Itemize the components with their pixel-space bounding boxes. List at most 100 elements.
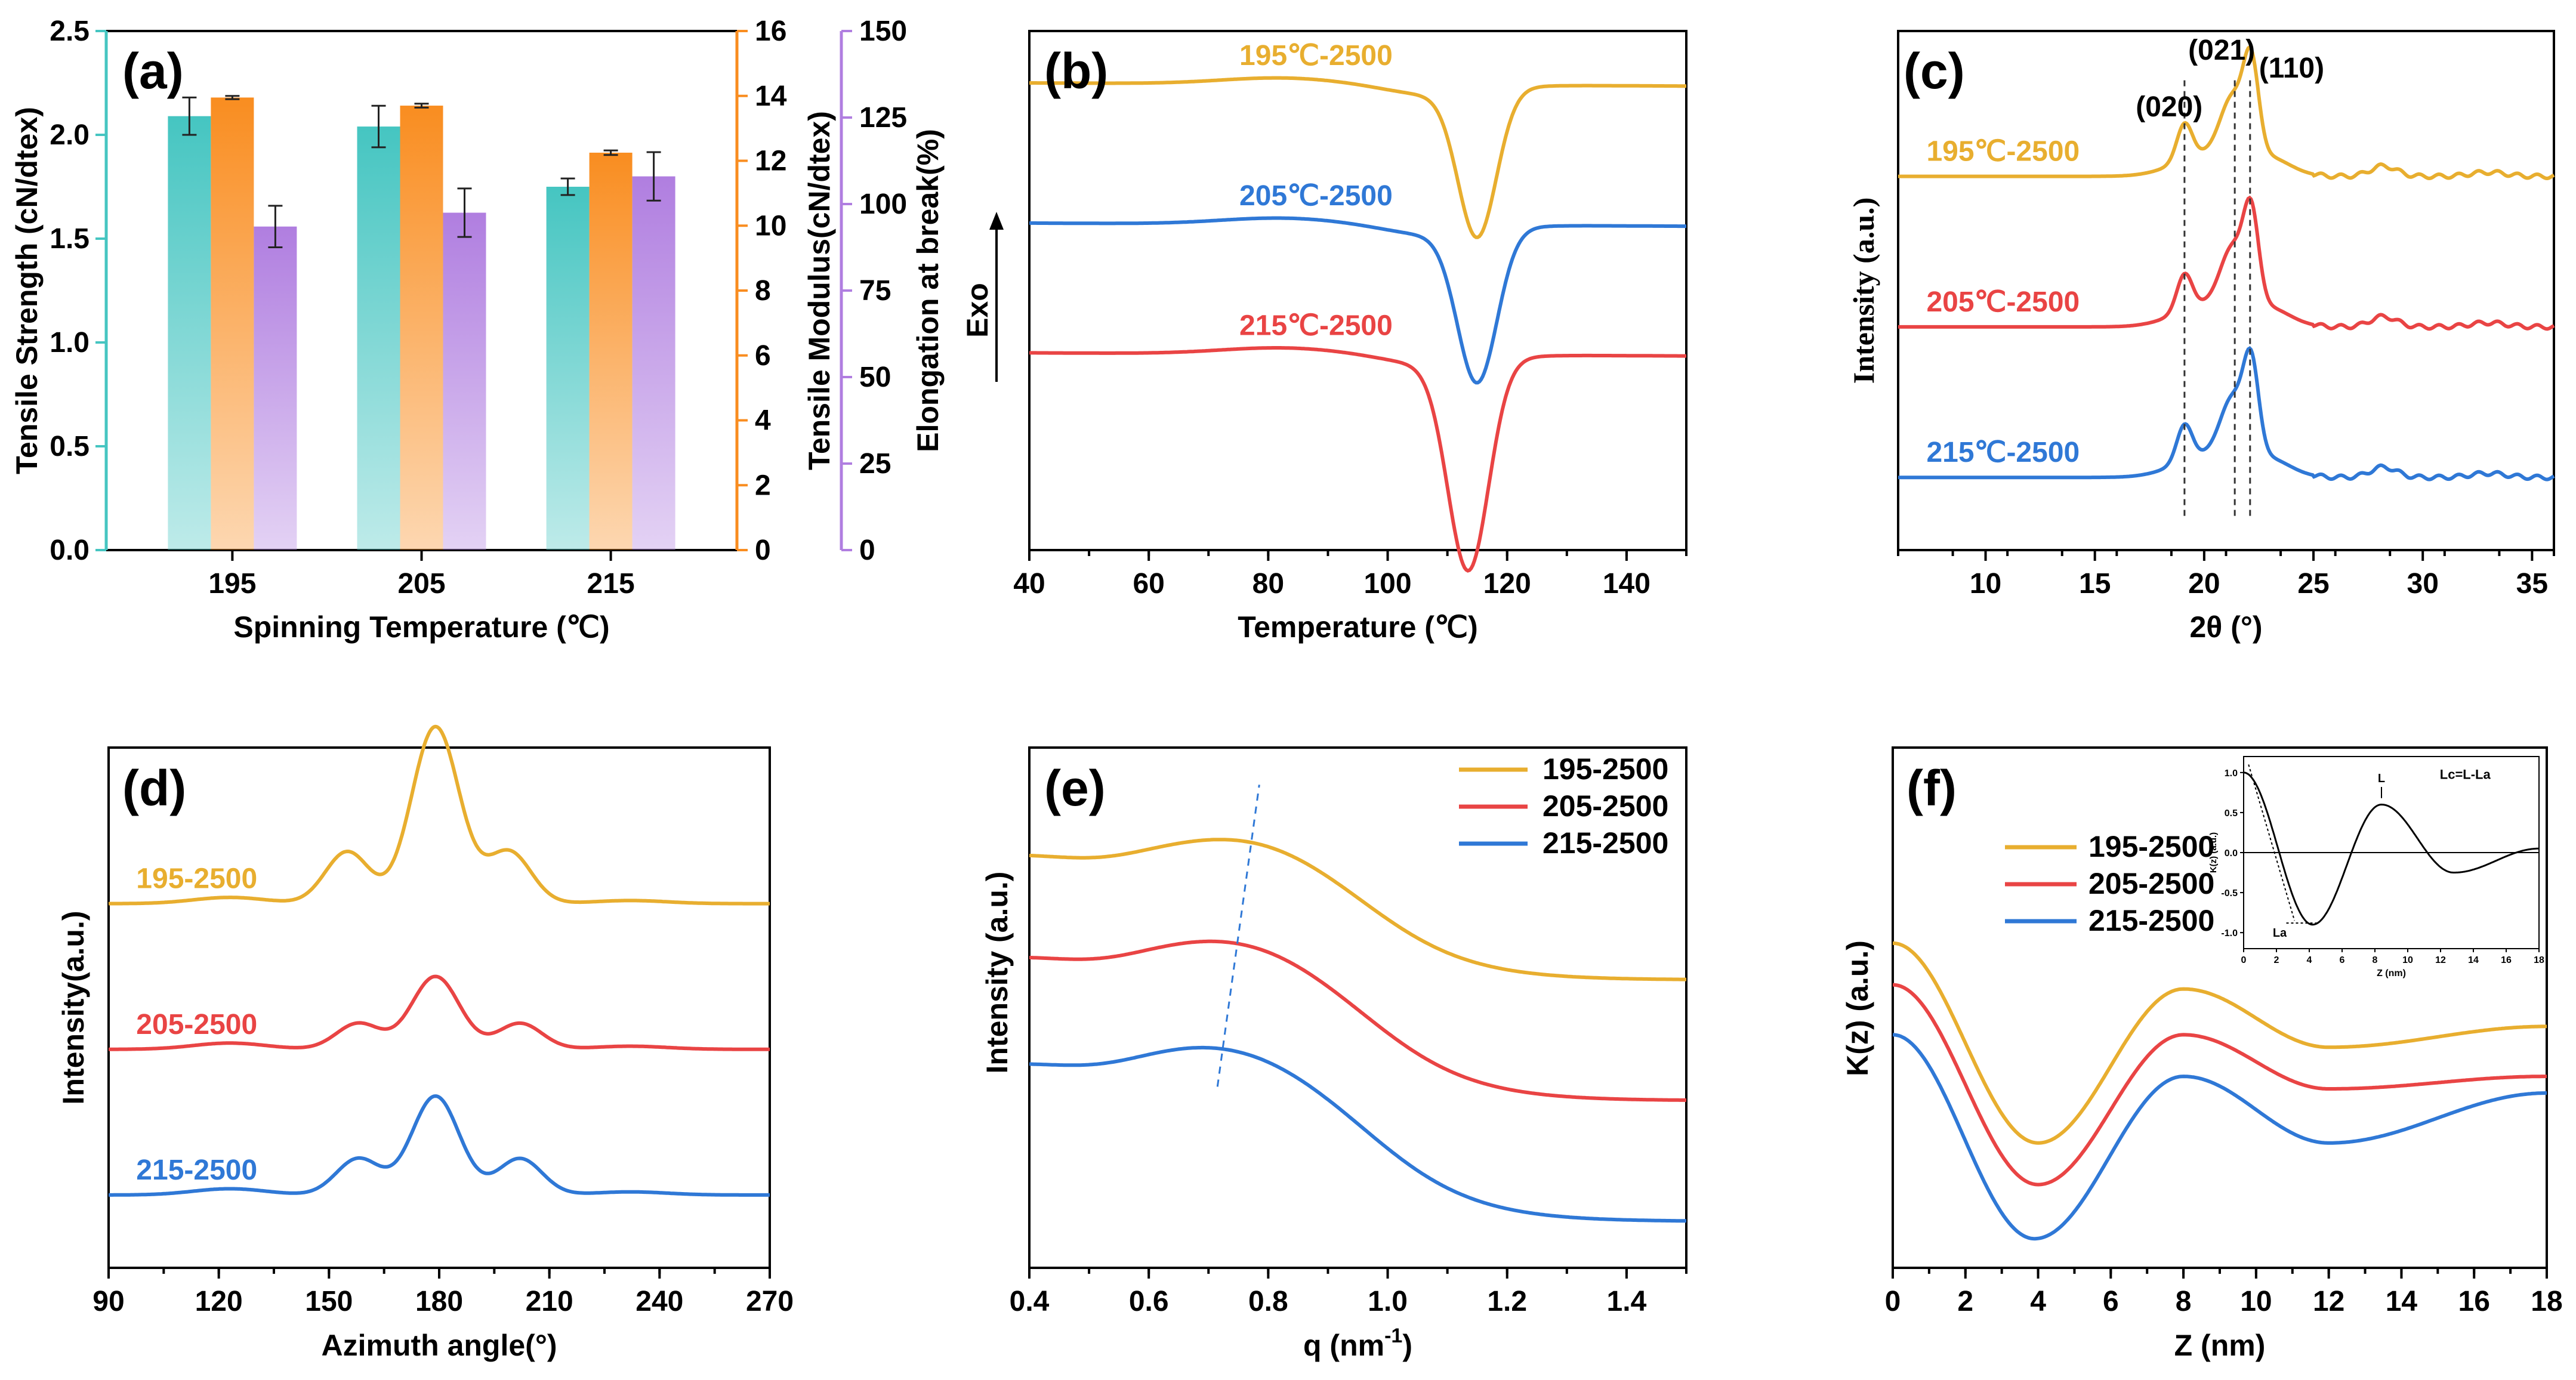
panel-b-x-tick-label: 60 [1133,568,1164,600]
inset-x-tick-label: 18 [2534,955,2544,965]
panel-c-x-tick-label: 15 [2079,568,2111,600]
legend-label: 215-2500 [1542,826,1668,860]
panel-label: (c) [1904,43,1965,99]
curve-label: 205℃-2500 [1926,286,2080,318]
panel-b-x-tick-label: 120 [1483,568,1531,600]
inset-y-tick-label: -0.5 [2221,888,2238,899]
curve-label: 215-2500 [136,1154,257,1186]
panel-f-x-tick-label: 18 [2531,1286,2562,1317]
legend-label: 195-2500 [2088,830,2214,863]
right2-axis-label: Elongation at break(%) [911,129,945,452]
curve-label: 215℃-2500 [1239,310,1393,341]
curve-195℃-2500 [1029,76,1686,239]
inset-x-tick-label: 14 [2468,955,2479,965]
panel-d-x-tick-label: 180 [415,1286,463,1317]
inset-x-tick-label: 4 [2307,955,2312,965]
panel-label: (b) [1044,43,1108,99]
right2-axis-tick-label: 75 [859,275,891,307]
panel-f: 0 2 4 6 8 10 12 14 16 18 195-2500 205-2500 215-2500 K… [1841,746,2563,1362]
panel-d-x-tick-label: 120 [195,1286,243,1317]
right1-axis-tick-label: 14 [755,81,787,112]
right2-axis-tick-label: 150 [859,16,907,47]
x-axis-label: Temperature (℃) [1238,610,1478,644]
x-axis-label: Azimuth angle(°) [322,1329,557,1362]
panel-label: (e) [1044,760,1106,816]
x-axis-tick-label: 215 [587,568,635,600]
panel-c-x-tick-label: 30 [2407,568,2439,600]
right1-axis-tick-label: 12 [755,146,786,177]
x-axis-label: 2θ (°) [2189,610,2262,644]
panel-label: (f) [1906,760,1957,816]
inset-y-tick-label: 1.0 [2225,768,2238,779]
right2-axis-tick-label: 50 [859,362,891,393]
bar-elongation-at-break [254,226,297,550]
inset-L-label: L [2378,772,2385,785]
curve-215℃-2500 [1898,346,2555,481]
panel-f-x-tick-label: 6 [2103,1286,2119,1317]
panel-c: 10 15 20 25 30 35 195℃-2500 205℃-2500 215℃-2500 (… [1847,30,2555,644]
panel-b-frame [1028,30,1687,551]
panel-f-x-tick-label: 16 [2458,1286,2490,1317]
y-axis-label: Intensity (a.u.) [1847,197,1880,384]
peak-label-020: (020) [2136,91,2202,123]
panel-f-x-tick-label: 10 [2240,1286,2272,1317]
panel-e: 0.4 0.6 0.8 1.0 1.2 1.4 195-2500205-2500215-25… [980,746,1687,1362]
bar-tensile-strength [546,187,590,550]
panel-label: (d) [122,760,186,816]
curve-205-2500 [1892,983,2547,1187]
panel-e-x-tick-label: 1.0 [1368,1286,1408,1317]
curve-label: 205-2500 [136,1009,257,1041]
right2-axis-tick-label: 25 [859,448,891,480]
panel-e-x-tick-label: 0.8 [1248,1286,1288,1317]
panel-b: 40 60 80 100 120 140 195℃-2500 205℃-2500 215℃-25… [961,30,1687,644]
bar-elongation-at-break [443,212,486,550]
inset-x-tick-label: 0 [2241,955,2247,965]
panel-e-x-tick-label: 0.6 [1129,1286,1169,1317]
curve-215-2500 [109,1094,770,1197]
y-axis-label: K(z) (a.u.) [1841,940,1874,1076]
inset-x-tick-label: 10 [2402,955,2413,965]
panel-f-x-tick-label: 12 [2313,1286,2344,1317]
left-axis-tick-label: 2.5 [50,16,90,47]
bar-tensile-modulus [589,152,633,550]
curve-label: 195-2500 [136,863,257,895]
panel-f-x-tick-label: 0 [1885,1286,1901,1317]
right1-axis-tick-label: 2 [755,470,771,501]
panel-d: 90 120 150 180 210 240 270 195-2500 205-2500 215-… [57,724,794,1362]
right1-axis-label: Tensile Modulus(cN/dtex) [803,111,836,470]
curve-205-2500 [1029,939,1687,1102]
exo-arrow-head [989,212,1004,230]
inset-x-tick-label: 2 [2274,955,2279,965]
inset-y-tick-label: 0.5 [2225,808,2238,819]
bar-tensile-modulus [400,106,443,550]
panel-label: (a) [122,43,184,99]
inset-curve [2243,771,2539,926]
legend-label: 205-2500 [2088,867,2214,900]
left-axis-tick-label: 0.5 [50,431,90,462]
inset-y-tick-label: -1.0 [2221,928,2238,938]
x-axis-tick-label: 195 [208,568,256,600]
right1-axis-tick-label: 6 [755,340,771,372]
panel-e-x-tick-label: 0.4 [1010,1286,1050,1317]
right1-axis-tick-label: 0 [755,535,771,566]
x-axis-tick-label: 205 [397,568,445,600]
legend-label: 205-2500 [1542,789,1668,823]
panel-b-x-tick-label: 40 [1013,568,1045,600]
y-axis-label: Intensity (a.u.) [980,872,1014,1074]
left-axis-tick-label: 1.5 [50,223,90,255]
peak-shift-guide [1216,785,1260,1087]
panel-b-x-tick-label: 100 [1363,568,1411,600]
panel-d-x-tick-label: 90 [92,1286,124,1317]
panel-c-x-tick-label: 25 [2297,568,2329,600]
panel-c-x-tick-label: 20 [2188,568,2220,600]
panel-b-x-tick-label: 80 [1252,568,1284,600]
panel-b-x-tick-label: 140 [1603,568,1651,600]
panel-d-x-tick-label: 270 [746,1286,794,1317]
inset-y-label: K(z) (a.u.) [2208,832,2219,873]
left-axis-tick-label: 2.0 [50,119,90,151]
curve-195-2500 [108,724,770,906]
curve-205℃-2500 [1029,216,1686,385]
panel-f-x-tick-label: 14 [2386,1286,2418,1317]
curve-205℃-2500 [1898,195,2555,331]
bar-tensile-strength [168,116,211,550]
